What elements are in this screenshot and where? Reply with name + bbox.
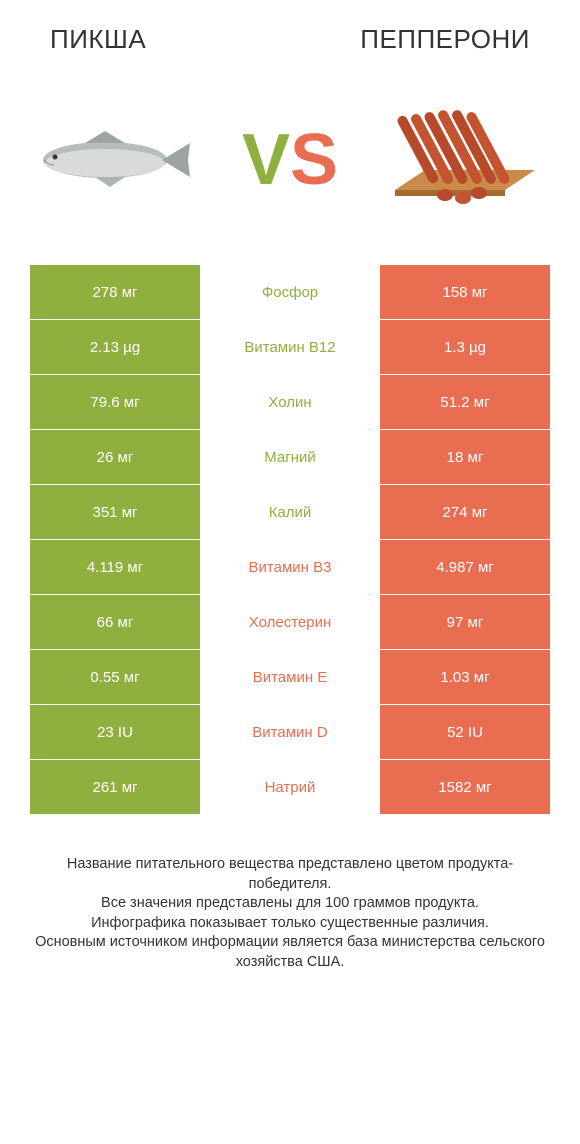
table-row: 261 мгНатрий1582 мг: [30, 760, 550, 815]
footer-line: Название питательного вещества представл…: [30, 855, 550, 894]
table-row: 278 мгФосфор158 мг: [30, 265, 550, 320]
nutrient-label-cell: Холин: [200, 375, 380, 429]
table-row: 4.119 мгВитамин B34.987 мг: [30, 540, 550, 595]
table-row: 66 мгХолестерин97 мг: [30, 595, 550, 650]
nutrient-label-cell: Витамин E: [200, 650, 380, 704]
right-value-cell: 1582 мг: [380, 760, 550, 814]
table-row: 351 мгКалий274 мг: [30, 485, 550, 540]
right-value-cell: 52 IU: [380, 705, 550, 759]
table-row: 23 IUВитамин D52 IU: [30, 705, 550, 760]
left-value-cell: 26 мг: [30, 430, 200, 484]
left-value-cell: 2.13 µg: [30, 320, 200, 374]
nutrient-label-cell: Натрий: [200, 760, 380, 814]
footer-notes: Название питательного вещества представл…: [0, 815, 580, 972]
right-value-cell: 1.03 мг: [380, 650, 550, 704]
left-value-cell: 278 мг: [30, 265, 200, 319]
footer-line: Инфографика показывает только существенн…: [30, 914, 550, 934]
right-value-cell: 97 мг: [380, 595, 550, 649]
hero-row: VS: [0, 65, 580, 265]
left-value-cell: 66 мг: [30, 595, 200, 649]
table-row: 2.13 µgВитамин B121.3 µg: [30, 320, 550, 375]
right-value-cell: 274 мг: [380, 485, 550, 539]
right-value-cell: 1.3 µg: [380, 320, 550, 374]
right-value-cell: 51.2 мг: [380, 375, 550, 429]
nutrient-label-cell: Фосфор: [200, 265, 380, 319]
nutrient-label-cell: Калий: [200, 485, 380, 539]
footer-line: Основным источником информации является …: [30, 933, 550, 972]
left-value-cell: 23 IU: [30, 705, 200, 759]
left-product-image: [30, 95, 200, 225]
vs-letter-v: V: [242, 120, 290, 200]
right-product-image: [380, 95, 550, 225]
comparison-table: 278 мгФосфор158 мг2.13 µgВитамин B121.3 …: [0, 265, 580, 815]
nutrient-label-cell: Витамин B12: [200, 320, 380, 374]
table-row: 79.6 мгХолин51.2 мг: [30, 375, 550, 430]
vs-label: VS: [242, 124, 338, 196]
left-value-cell: 261 мг: [30, 760, 200, 814]
pepperoni-icon: [385, 100, 545, 220]
nutrient-label-cell: Холестерин: [200, 595, 380, 649]
right-value-cell: 158 мг: [380, 265, 550, 319]
table-row: 26 мгМагний18 мг: [30, 430, 550, 485]
footer-line: Все значения представлены для 100 граммо…: [30, 894, 550, 914]
header: ПИКША ПЕППЕРОНИ: [0, 0, 580, 65]
left-value-cell: 351 мг: [30, 485, 200, 539]
left-value-cell: 4.119 мг: [30, 540, 200, 594]
left-value-cell: 79.6 мг: [30, 375, 200, 429]
table-row: 0.55 мгВитамин E1.03 мг: [30, 650, 550, 705]
left-product-title: ПИКША: [50, 24, 146, 55]
nutrient-label-cell: Витамин D: [200, 705, 380, 759]
right-value-cell: 4.987 мг: [380, 540, 550, 594]
fish-icon: [30, 125, 200, 195]
nutrient-label-cell: Магний: [200, 430, 380, 484]
right-value-cell: 18 мг: [380, 430, 550, 484]
nutrient-label-cell: Витамин B3: [200, 540, 380, 594]
left-value-cell: 0.55 мг: [30, 650, 200, 704]
right-product-title: ПЕППЕРОНИ: [360, 24, 530, 55]
vs-letter-s: S: [290, 120, 338, 200]
